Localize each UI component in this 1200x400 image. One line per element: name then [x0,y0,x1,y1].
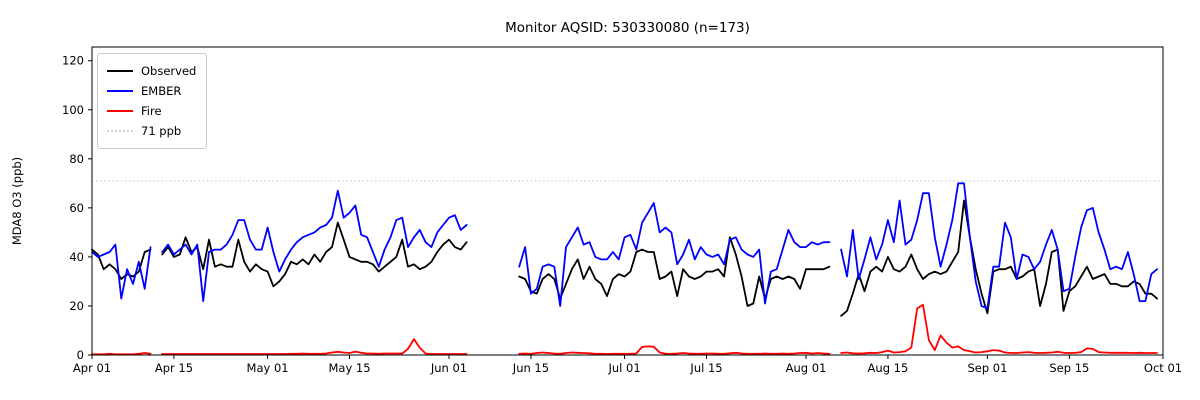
legend-label: 71 ppb [141,124,182,138]
x-tick-label: Oct 01 [1144,361,1182,375]
series-line-observed [91,199,1158,317]
observed-line-swatch [107,70,133,72]
x-tick-label: Sep 15 [1049,361,1089,375]
y-tick-label: 80 [69,152,84,166]
plot-border [91,46,1164,356]
x-tick-label: Aug 01 [786,361,827,375]
y-tick-label: 20 [69,299,84,313]
y-tick-label: 0 [77,348,84,362]
series-line-fire [91,303,1158,356]
legend-label: Fire [141,104,162,118]
x-tick-label: May 15 [328,361,370,375]
legend-item-observed: Observed [107,61,196,81]
y-tick-label: 100 [62,103,84,117]
ember-line-swatch [107,90,133,92]
x-tick-label: Jun 15 [512,361,549,375]
x-tick-label: Apr 15 [155,361,193,375]
y-tick-label: 120 [62,54,84,68]
legend-label: EMBER [141,84,182,98]
legend-label: Observed [141,64,197,78]
fire-line-swatch [107,110,133,112]
legend-item-fire: Fire [107,101,196,121]
y-axis-label: MDA8 O3 (ppb) [10,156,24,246]
x-tick-label: Jul 15 [689,361,722,375]
legend: Observed EMBER Fire 71 ppb [97,53,208,149]
threshold-line-swatch [107,130,133,132]
y-tick-label: 40 [69,250,84,264]
legend-item-ember: EMBER [107,81,196,101]
x-tick-label: Sep 01 [967,361,1007,375]
x-tick-label: Aug 15 [868,361,909,375]
legend-item-threshold: 71 ppb [107,121,196,141]
x-tick-label: Apr 01 [73,361,111,375]
series-line-ember [91,182,1158,310]
y-tick-label: 60 [69,201,84,215]
x-tick-label: May 01 [247,361,289,375]
chart-title: Monitor AQSID: 530330080 (n=173) [505,20,750,36]
x-tick-label: Jul 01 [607,361,640,375]
x-tick-label: Jun 01 [430,361,467,375]
